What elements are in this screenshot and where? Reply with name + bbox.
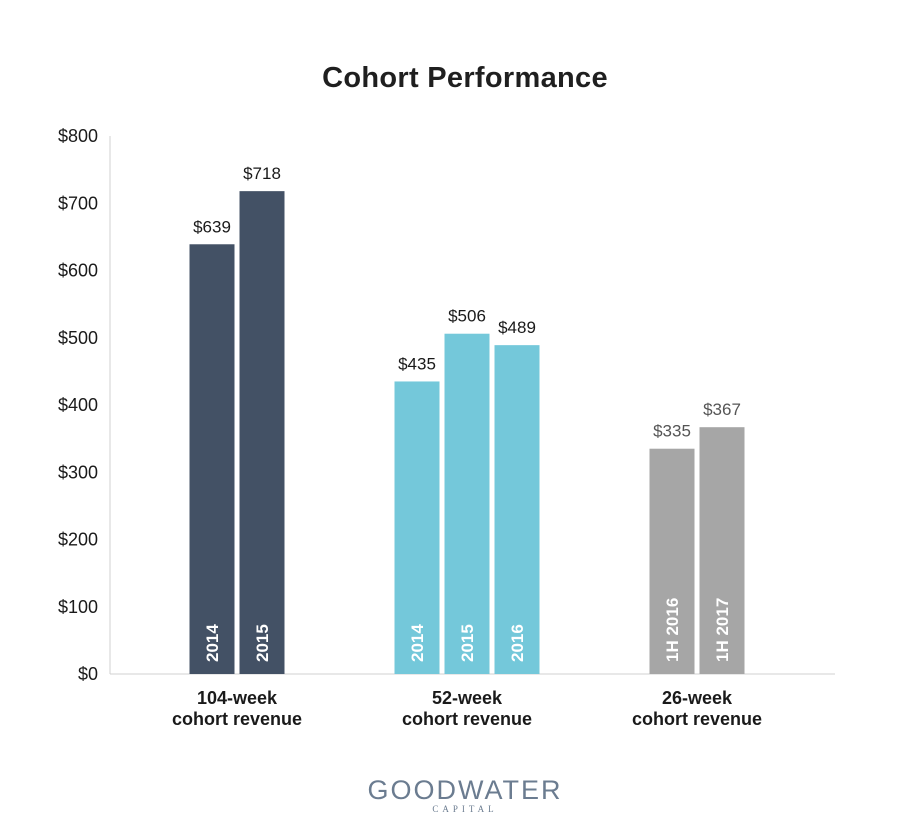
bar — [189, 244, 235, 674]
group-label: 104-week — [197, 688, 278, 708]
group-label: 52-week — [432, 688, 503, 708]
bar-value-label: $489 — [498, 318, 536, 337]
bar-category-label: 2016 — [508, 624, 527, 662]
bar-chart: $0 $100 $200 $300 $400 $500 $600 $700 $800 $639 2… — [58, 126, 835, 729]
bar-category-label: 1H 2017 — [713, 598, 732, 662]
bar-value-label: $435 — [398, 354, 436, 373]
bar — [649, 448, 695, 674]
bar-value-label: $506 — [448, 307, 486, 326]
bar — [444, 333, 490, 674]
bar-category-label: 2014 — [408, 624, 427, 662]
y-tick-label: $600 — [58, 261, 98, 281]
y-tick-label: $400 — [58, 395, 98, 415]
group-label: cohort revenue — [632, 709, 762, 729]
company-logo: GOODWATER CAPITAL — [0, 775, 900, 814]
y-tick-label: $0 — [78, 664, 98, 684]
bar-value-label: $335 — [653, 422, 691, 441]
bar-category-label: 2015 — [253, 624, 272, 662]
y-tick-label: $300 — [58, 462, 98, 482]
y-tick-label: $200 — [58, 530, 98, 550]
bar-category-label: 2015 — [458, 624, 477, 662]
bar — [239, 191, 285, 674]
bar-value-label: $367 — [703, 400, 741, 419]
y-tick-label: $100 — [58, 597, 98, 617]
bar — [494, 345, 540, 674]
bar-category-label: 2014 — [203, 624, 222, 662]
bar — [394, 381, 440, 674]
group-label: cohort revenue — [172, 709, 302, 729]
chart-bars — [189, 191, 745, 674]
logo-subtitle: CAPITAL — [432, 804, 498, 814]
bar-value-label: $639 — [193, 217, 231, 236]
bar — [699, 427, 745, 674]
group-label: 26-week — [662, 688, 733, 708]
group-label: cohort revenue — [402, 709, 532, 729]
bar-value-label: $718 — [243, 164, 281, 183]
y-tick-label: $800 — [58, 126, 98, 146]
chart-title: Cohort Performance — [322, 62, 608, 94]
y-tick-label: $500 — [58, 328, 98, 348]
bar-category-label: 1H 2016 — [663, 598, 682, 662]
logo-wordmark: GOODWATER — [367, 775, 563, 805]
y-tick-label: $700 — [58, 193, 98, 213]
